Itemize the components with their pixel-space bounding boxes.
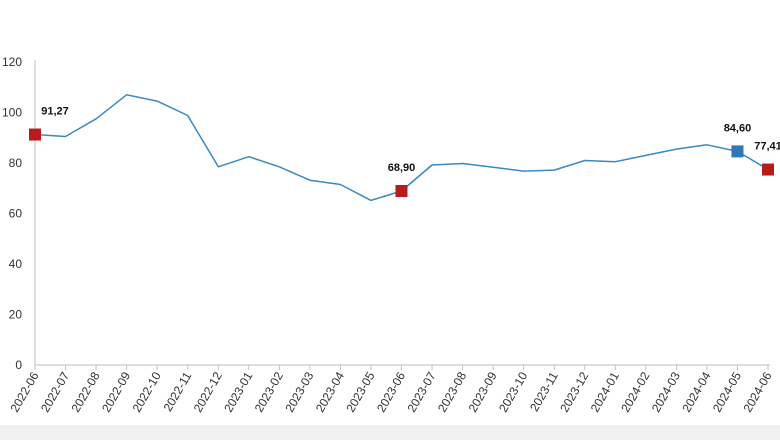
x-tick-label: 2022-12 bbox=[191, 369, 225, 414]
highlight-marker bbox=[395, 185, 408, 198]
x-tick-label: 2023-12 bbox=[557, 369, 591, 414]
x-tick-label: 2022-06 bbox=[7, 369, 41, 414]
data-label: 84,60 bbox=[724, 122, 752, 134]
y-tick-label: 100 bbox=[2, 106, 22, 120]
x-tick-label: 2024-03 bbox=[649, 369, 683, 414]
x-tick-label: 2024-06 bbox=[740, 369, 774, 414]
highlight-marker bbox=[29, 128, 41, 141]
x-tick-label: 2022-10 bbox=[130, 369, 164, 414]
series-line bbox=[34, 94, 769, 202]
x-tick-label: 2023-08 bbox=[435, 369, 469, 414]
footer-band bbox=[0, 425, 780, 440]
x-tick-label: 2023-04 bbox=[313, 369, 347, 414]
x-tick-label: 2022-08 bbox=[69, 369, 103, 414]
x-tick-label: 2023-11 bbox=[527, 369, 561, 414]
y-tick-label: 0 bbox=[15, 358, 22, 372]
highlight-marker bbox=[731, 145, 744, 158]
y-tick-label: 120 bbox=[2, 55, 22, 69]
x-tick-label: 2024-01 bbox=[588, 369, 622, 414]
y-tick-label: 60 bbox=[9, 207, 23, 221]
data-label: 77,41 bbox=[754, 141, 780, 153]
x-tick-label: 2023-10 bbox=[496, 369, 530, 414]
data-label: 68,90 bbox=[388, 162, 416, 174]
x-tick-label: 2024-02 bbox=[618, 369, 652, 414]
y-tick-label: 80 bbox=[9, 156, 23, 170]
x-tick-label: 2023-03 bbox=[282, 369, 316, 414]
x-tick-label: 2023-06 bbox=[374, 369, 408, 414]
x-tick-label: 2024-04 bbox=[679, 369, 713, 414]
y-tick-label: 20 bbox=[9, 308, 23, 322]
x-tick-label: 2024-05 bbox=[710, 369, 744, 414]
x-axis: 2022-062022-072022-082022-092022-102022-… bbox=[7, 364, 775, 415]
highlight-marker bbox=[762, 163, 774, 176]
x-tick-label: 2023-09 bbox=[466, 369, 500, 414]
y-axis: 0 20 40 60 80 100 120 bbox=[2, 55, 36, 372]
x-tick-label: 2023-01 bbox=[221, 369, 255, 414]
data-label: 91,27 bbox=[41, 106, 69, 118]
x-tick-label: 2022-11 bbox=[161, 369, 195, 414]
y-tick-label: 40 bbox=[9, 257, 23, 271]
x-tick-label: 2023-02 bbox=[252, 369, 286, 414]
series-polyline bbox=[34, 94, 769, 202]
x-tick-label: 2022-09 bbox=[99, 369, 133, 414]
x-tick-label: 2022-07 bbox=[38, 369, 72, 414]
x-tick-label: 2023-07 bbox=[404, 369, 438, 414]
x-tick-label: 2023-05 bbox=[343, 369, 377, 414]
